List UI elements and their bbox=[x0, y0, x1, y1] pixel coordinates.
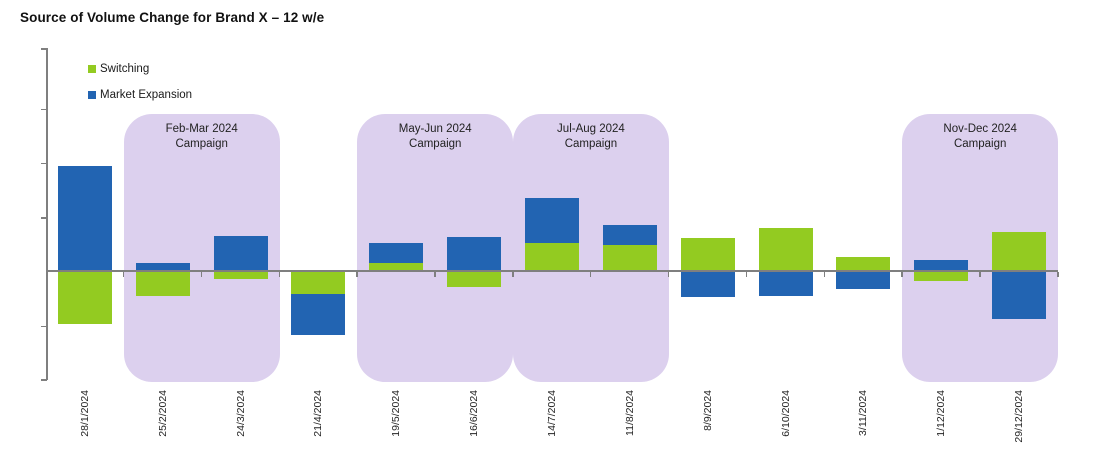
legend-label: Switching bbox=[100, 63, 150, 75]
legend-item-switching[interactable]: Switching bbox=[88, 62, 192, 76]
x-axis-tick bbox=[356, 272, 358, 277]
y-axis-tick bbox=[41, 379, 47, 381]
x-axis-tick bbox=[823, 272, 825, 277]
x-axis-label-7: 11/8/2024 bbox=[623, 390, 636, 436]
bar-segment-switching-0[interactable] bbox=[57, 271, 112, 325]
x-axis-tick bbox=[434, 272, 436, 277]
bar-segment-market-expansion-11[interactable] bbox=[914, 260, 969, 271]
x-axis-label-10: 3/11/2024 bbox=[857, 390, 870, 436]
x-axis-tick bbox=[667, 272, 670, 277]
bar-segment-market-expansion-10[interactable] bbox=[836, 271, 891, 290]
y-axis-tick bbox=[41, 162, 47, 165]
bar-segment-switching-1[interactable] bbox=[135, 271, 190, 296]
bar-segment-switching-11[interactable] bbox=[914, 271, 969, 281]
switching-swatch-icon bbox=[88, 65, 96, 73]
bar-segment-market-expansion-3[interactable] bbox=[291, 293, 346, 335]
bar-segment-market-expansion-8[interactable] bbox=[680, 271, 735, 297]
x-axis-label-1: 25/2/2024 bbox=[156, 390, 169, 437]
campaign-label-2: Jul-Aug 2024 Campaign bbox=[557, 123, 625, 150]
x-axis-label-8: 8/9/2024 bbox=[701, 390, 714, 431]
bar-segment-switching-10[interactable] bbox=[836, 256, 891, 271]
market-expansion-swatch-icon bbox=[88, 91, 96, 99]
bar-segment-market-expansion-2[interactable] bbox=[213, 236, 268, 271]
bar-segment-market-expansion-5[interactable] bbox=[447, 236, 502, 271]
x-axis-tick bbox=[1057, 272, 1059, 277]
x-axis-label-11: 1/12/2024 bbox=[935, 390, 948, 437]
campaign-label-0: Feb-Mar 2024 Campaign bbox=[165, 123, 238, 150]
x-axis-baseline bbox=[46, 270, 1059, 272]
bar-segment-market-expansion-1[interactable] bbox=[135, 263, 190, 271]
bar-segment-switching-6[interactable] bbox=[525, 243, 580, 271]
x-axis-tick bbox=[979, 272, 981, 277]
x-axis-label-9: 6/10/2024 bbox=[779, 390, 792, 437]
bar-segment-switching-7[interactable] bbox=[602, 244, 657, 271]
x-axis-label-6: 14/7/2024 bbox=[546, 390, 559, 437]
bar-segment-market-expansion-0[interactable] bbox=[57, 166, 112, 271]
x-axis-label-3: 21/4/2024 bbox=[312, 390, 325, 437]
bar-segment-market-expansion-9[interactable] bbox=[758, 271, 813, 296]
x-axis-label-0: 28/1/2024 bbox=[78, 390, 91, 437]
x-axis-tick bbox=[122, 272, 125, 277]
bar-segment-market-expansion-7[interactable] bbox=[602, 225, 657, 245]
bar-segment-switching-2[interactable] bbox=[213, 271, 268, 280]
x-axis-label-12: 29/12/2024 bbox=[1013, 390, 1026, 443]
y-axis-tick bbox=[41, 217, 47, 219]
legend: Switching Market Expansion bbox=[88, 62, 192, 114]
bar-segment-market-expansion-6[interactable] bbox=[525, 198, 580, 244]
chart-title: Source of Volume Change for Brand X – 12… bbox=[20, 10, 325, 25]
x-axis-tick bbox=[200, 272, 203, 277]
x-axis-tick bbox=[589, 272, 592, 277]
bar-segment-market-expansion-12[interactable] bbox=[992, 271, 1047, 319]
legend-label: Market Expansion bbox=[100, 89, 193, 101]
bar-segment-switching-3[interactable] bbox=[291, 271, 346, 294]
bar-segment-switching-8[interactable] bbox=[680, 238, 735, 271]
x-axis-tick bbox=[512, 272, 514, 277]
bar-segment-switching-4[interactable] bbox=[369, 263, 424, 271]
x-axis-label-2: 24/3/2024 bbox=[234, 390, 247, 437]
y-axis-tick bbox=[41, 325, 47, 328]
x-axis-tick bbox=[278, 272, 281, 277]
x-axis-tick bbox=[901, 272, 903, 277]
x-axis-label-5: 16/6/2024 bbox=[468, 390, 481, 437]
campaign-label-1: May-Jun 2024 Campaign bbox=[398, 123, 472, 150]
legend-item-market-expansion[interactable]: Market Expansion bbox=[88, 88, 192, 102]
bar-segment-market-expansion-4[interactable] bbox=[369, 242, 424, 264]
campaign-label-3: Nov-Dec 2024 Campaign bbox=[943, 123, 1017, 150]
bar-segment-switching-9[interactable] bbox=[758, 228, 813, 271]
x-axis-label-4: 19/5/2024 bbox=[390, 390, 403, 437]
bar-segment-switching-5[interactable] bbox=[447, 271, 502, 288]
x-axis-tick bbox=[745, 272, 748, 277]
y-axis-tick bbox=[41, 48, 47, 50]
y-axis bbox=[46, 48, 48, 380]
bar-segment-switching-12[interactable] bbox=[992, 232, 1047, 271]
y-axis-tick bbox=[41, 108, 47, 111]
